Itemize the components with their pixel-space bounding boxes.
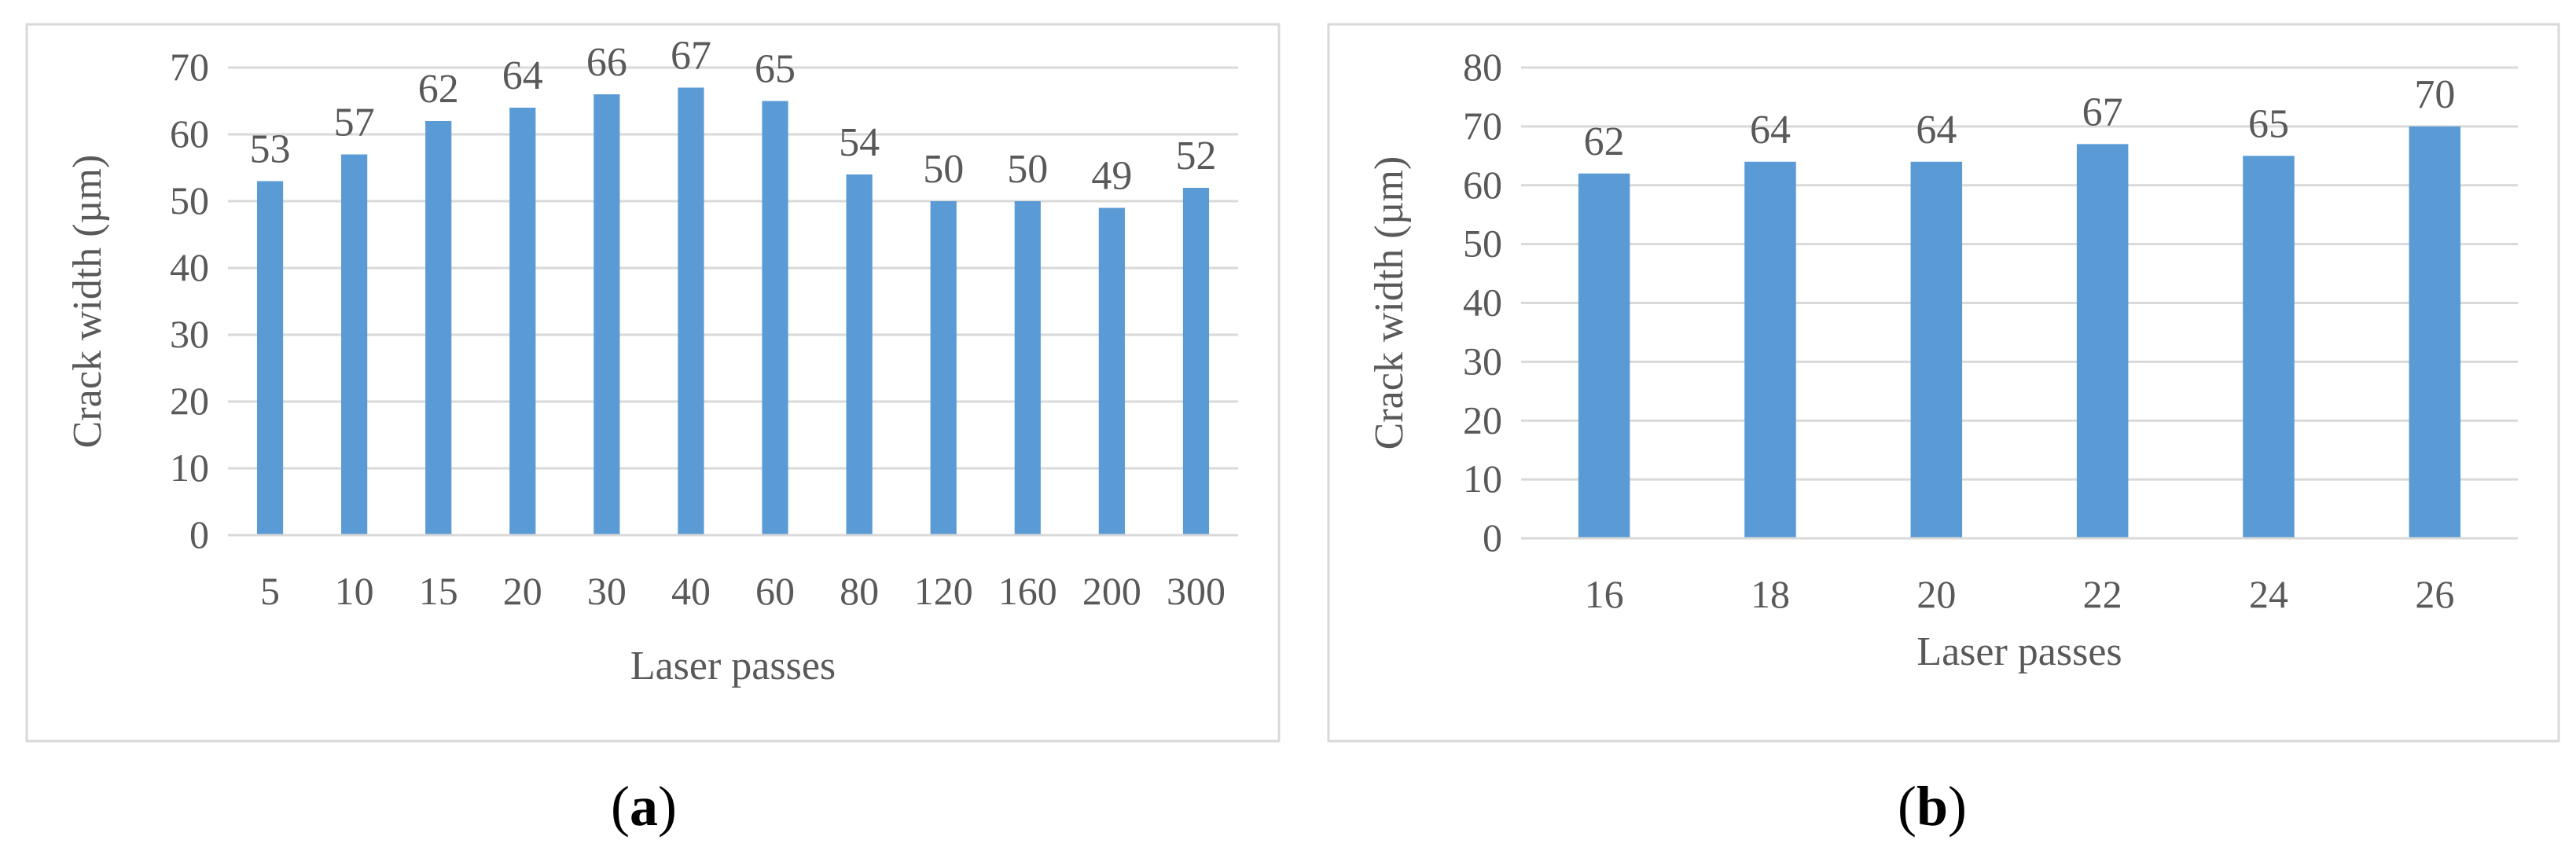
bar <box>256 181 284 535</box>
y-tick-label: 70 <box>170 45 209 89</box>
y-tick-label: 60 <box>1463 163 1502 207</box>
y-axis-title: Crack width (µm) <box>1367 156 1412 450</box>
data-label: 57 <box>334 101 375 145</box>
y-tick-label: 30 <box>170 312 209 356</box>
data-label: 49 <box>1091 154 1132 199</box>
y-tick-label: 80 <box>1463 45 1502 89</box>
data-label: 64 <box>1916 108 1957 152</box>
data-label: 65 <box>755 47 796 92</box>
y-tick-label: 10 <box>1463 457 1502 501</box>
y-tick-label: 30 <box>1463 339 1502 383</box>
y-tick-label: 20 <box>1463 398 1502 442</box>
panel-label-b: b <box>1916 775 1949 838</box>
data-label: 62 <box>1584 119 1625 164</box>
bar <box>1578 173 1630 538</box>
x-tick-label: 300 <box>1167 569 1226 613</box>
y-tick-label: 0 <box>189 512 209 556</box>
x-tick-label: 16 <box>1585 572 1624 616</box>
x-tick-label: 80 <box>840 569 879 613</box>
data-label: 54 <box>839 120 880 165</box>
data-label: 64 <box>502 53 543 98</box>
chart-a: 0 10 20 30 40 50 60 70 53 5 57 10 62 15 64 20 66 30 67 40 65… <box>25 23 1281 743</box>
y-tick-label: 50 <box>1463 222 1502 266</box>
y-tick-label: 0 <box>1483 516 1502 560</box>
bar <box>1014 201 1041 535</box>
y-tick-label: 40 <box>1463 281 1502 325</box>
panel-label-a: a <box>629 775 658 838</box>
data-label: 52 <box>1175 134 1216 178</box>
x-tick-label: 20 <box>503 569 542 613</box>
bar <box>762 101 788 535</box>
y-tick-label: 40 <box>170 245 209 289</box>
y-tick-label: 70 <box>1463 104 1502 148</box>
bar <box>1182 188 1210 535</box>
bar <box>1910 161 1963 539</box>
data-label: 66 <box>586 40 627 85</box>
bar <box>1098 207 1125 535</box>
x-tick-label: 10 <box>335 569 374 613</box>
x-tick-label: 5 <box>260 569 280 613</box>
x-tick-label: 120 <box>914 569 973 613</box>
bar <box>1744 161 1796 539</box>
x-tick-label: 20 <box>1916 572 1956 616</box>
data-label: 67 <box>671 34 711 79</box>
bar <box>341 154 368 535</box>
bar <box>2076 144 2129 538</box>
data-label: 70 <box>2414 72 2455 117</box>
x-tick-label: 18 <box>1751 572 1790 616</box>
chart-frame <box>25 23 1281 743</box>
bar <box>593 94 620 535</box>
bar <box>509 108 536 535</box>
panel-caption-b: (b) <box>1898 775 1968 838</box>
bar <box>2243 156 2295 538</box>
bar <box>425 121 452 535</box>
x-tick-label: 60 <box>755 569 795 613</box>
x-tick-label: 30 <box>587 569 627 613</box>
bar <box>930 201 957 535</box>
data-label: 50 <box>1007 147 1048 192</box>
x-tick-label: 26 <box>2415 572 2454 616</box>
x-tick-label: 15 <box>419 569 458 613</box>
bar <box>678 87 704 535</box>
y-tick-label: 20 <box>170 379 209 423</box>
y-tick-label: 50 <box>170 178 209 222</box>
x-tick-label: 40 <box>671 569 711 613</box>
data-label: 65 <box>2248 101 2289 146</box>
x-tick-label: 22 <box>2083 572 2122 616</box>
y-axis-title: Crack width (µm) <box>65 155 110 449</box>
data-label: 62 <box>418 67 459 112</box>
chart-b: 0 10 20 30 40 50 60 70 80 62 16 64 18 64 20 67 22 65 24 70 2… <box>1327 23 2560 743</box>
chart-frame <box>1327 23 2560 743</box>
data-label: 50 <box>923 147 964 192</box>
x-tick-label: 200 <box>1082 569 1141 613</box>
y-tick-label: 10 <box>170 446 209 490</box>
data-label: 67 <box>2082 90 2123 134</box>
x-axis-title: Laser passes <box>1916 629 2122 674</box>
data-label: 64 <box>1750 108 1791 152</box>
panel-caption-a: (a) <box>611 775 677 838</box>
x-tick-label: 160 <box>998 569 1057 613</box>
x-tick-label: 24 <box>2249 572 2288 616</box>
x-axis-title: Laser passes <box>630 644 836 688</box>
y-tick-label: 60 <box>170 112 209 156</box>
bar <box>846 174 873 535</box>
data-label: 53 <box>250 127 291 172</box>
bar <box>2409 126 2461 538</box>
